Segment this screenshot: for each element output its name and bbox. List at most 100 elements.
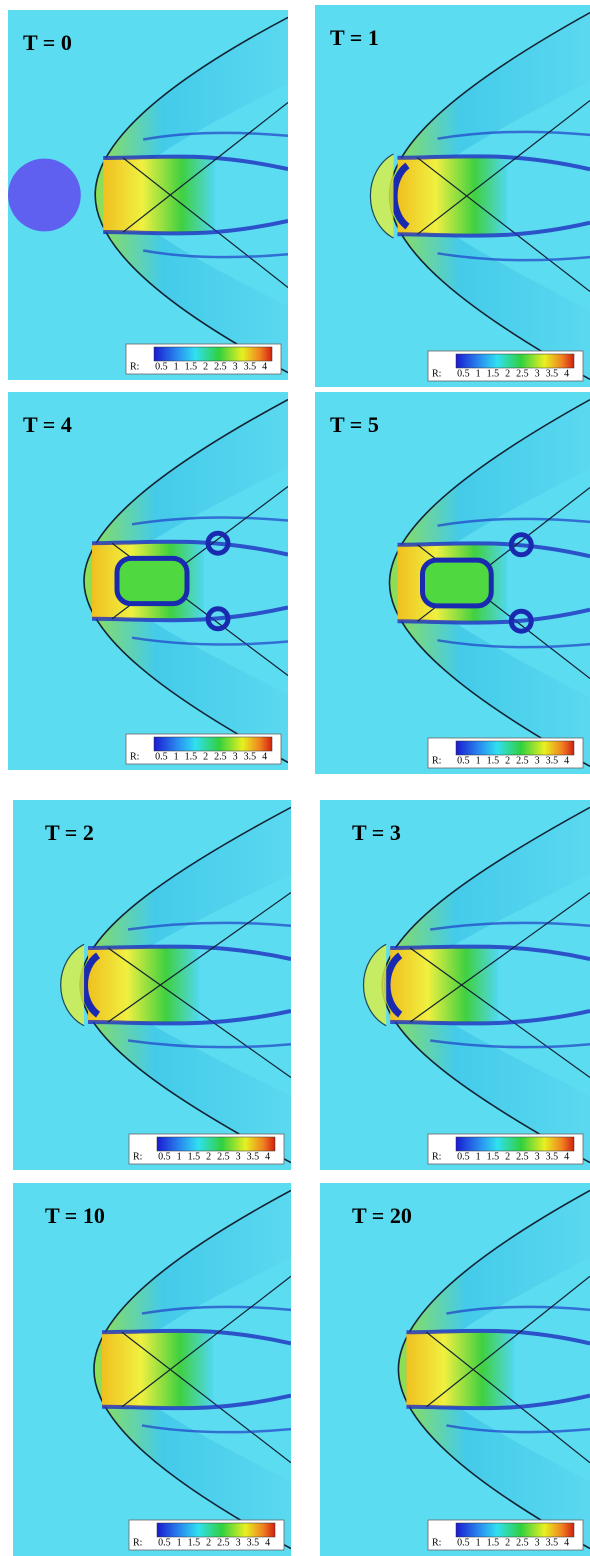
core xyxy=(103,158,215,232)
colorbar-tick: 1 xyxy=(476,755,481,766)
panel-label: T = 1 xyxy=(330,25,379,50)
colorbar-title: R: xyxy=(130,751,139,762)
colorbar-tick: 0.5 xyxy=(158,1151,171,1162)
panel-label: T = 10 xyxy=(45,1203,105,1228)
colorbar-tick: 1 xyxy=(177,1537,182,1548)
panel-label: T = 2 xyxy=(45,820,94,845)
colorbar-tick: 0.5 xyxy=(155,751,168,762)
colorbar-tick: 2.5 xyxy=(214,361,227,372)
colorbar-tick: 2 xyxy=(203,751,208,762)
colorbar-tick: 4 xyxy=(564,368,569,379)
panel-body xyxy=(13,800,291,1170)
colorbar-strip xyxy=(154,737,272,751)
colorbar-tick: 0.5 xyxy=(155,361,168,372)
colorbar-title: R: xyxy=(432,368,441,379)
panel-body xyxy=(320,800,590,1170)
colorbar-tick: 3.5 xyxy=(244,751,257,762)
colorbar-tick: 0.5 xyxy=(457,1537,470,1548)
colorbar-tick: 2.5 xyxy=(516,755,529,766)
colorbar-tick: 3.5 xyxy=(546,1151,559,1162)
colorbar-tick: 3 xyxy=(535,368,540,379)
colorbar-tick: 0.5 xyxy=(457,1151,470,1162)
core xyxy=(102,1332,213,1407)
colorbar-tick: 4 xyxy=(564,1537,569,1548)
colorbar-tick: 3 xyxy=(236,1537,241,1548)
colorbar-tick: 2 xyxy=(505,1151,510,1162)
panel-body xyxy=(320,1183,590,1556)
panel-body xyxy=(315,392,590,774)
figure: T = 0 R: 0.5 1 1.5 2 2.5 3 3.5 4 T = 1 R: 0.5 1 1.5 2 2.… xyxy=(0,0,590,1556)
colorbar-tick: 1.5 xyxy=(185,361,198,372)
colorbar-title: R: xyxy=(130,361,139,372)
colorbar-tick: 3 xyxy=(535,1537,540,1548)
colorbar-tick: 3 xyxy=(535,1151,540,1162)
colorbar-tick: 4 xyxy=(262,751,267,762)
colorbar-tick: 3.5 xyxy=(546,1537,559,1548)
colorbar-tick: 1.5 xyxy=(487,755,500,766)
panel-label: T = 3 xyxy=(352,820,401,845)
colorbar-tick: 4 xyxy=(564,1151,569,1162)
colorbar-tick: 0.5 xyxy=(158,1537,171,1548)
panel-label: T = 20 xyxy=(352,1203,412,1228)
colorbar-tick: 1 xyxy=(476,368,481,379)
core xyxy=(398,158,508,234)
colorbar-tick: 1.5 xyxy=(188,1537,201,1548)
colorbar-tick: 3 xyxy=(233,751,238,762)
colorbar-tick: 2 xyxy=(505,755,510,766)
colorbar-tick: 3.5 xyxy=(247,1537,260,1548)
colorbar-tick: 3.5 xyxy=(546,755,559,766)
colorbar-tick: 4 xyxy=(265,1537,270,1548)
colorbar-tick: 2.5 xyxy=(217,1151,230,1162)
colorbar-title: R: xyxy=(133,1151,142,1162)
colorbar-tick: 3 xyxy=(233,361,238,372)
colorbar-strip xyxy=(154,347,272,361)
colorbar-tick: 1.5 xyxy=(487,1537,500,1548)
colorbar-strip xyxy=(157,1137,275,1151)
colorbar-tick: 1.5 xyxy=(487,368,500,379)
colorbar-tick: 2 xyxy=(505,368,510,379)
core xyxy=(406,1332,514,1407)
colorbar-tick: 2.5 xyxy=(516,1537,529,1548)
panel-label: T = 4 xyxy=(23,412,72,437)
colorbar-tick: 1 xyxy=(174,361,179,372)
colorbar-title: R: xyxy=(432,1151,441,1162)
colorbar-tick: 2 xyxy=(505,1537,510,1548)
colorbar-tick: 3.5 xyxy=(244,361,257,372)
colorbar-tick: 0.5 xyxy=(457,368,470,379)
colorbar-tick: 3.5 xyxy=(247,1151,260,1162)
colorbar-tick: 2.5 xyxy=(214,751,227,762)
colorbar-tick: 2 xyxy=(206,1151,211,1162)
bubble xyxy=(8,159,81,232)
core xyxy=(88,948,199,1022)
colorbar-tick: 1 xyxy=(174,751,179,762)
colorbar-tick: 1 xyxy=(476,1537,481,1548)
panel-label: T = 0 xyxy=(23,30,72,55)
colorbar-tick: 2.5 xyxy=(217,1537,230,1548)
colorbar-strip xyxy=(456,741,574,755)
colorbar-tick: 2 xyxy=(206,1537,211,1548)
panel-body xyxy=(13,1183,291,1556)
colorbar-tick: 2 xyxy=(203,361,208,372)
colorbar-tick: 1.5 xyxy=(188,1151,201,1162)
colorbar-strip xyxy=(456,354,574,368)
colorbar-title: R: xyxy=(432,1537,441,1548)
vortex-core xyxy=(117,558,187,603)
colorbar-tick: 2.5 xyxy=(516,368,529,379)
colorbar-strip xyxy=(456,1523,574,1537)
panel: T = 10R:0.511.522.533.54 xyxy=(13,1183,291,1556)
panel: T = 2R:0.511.522.533.54 xyxy=(13,800,291,1170)
panel-body xyxy=(8,10,288,380)
colorbar-tick: 1 xyxy=(476,1151,481,1162)
core xyxy=(390,948,498,1022)
colorbar-tick: 3 xyxy=(535,755,540,766)
colorbar-title: R: xyxy=(432,755,441,766)
colorbar-tick: 4 xyxy=(265,1151,270,1162)
colorbar-tick: 3 xyxy=(236,1151,241,1162)
panel-label: T = 5 xyxy=(330,412,379,437)
colorbar-tick: 0.5 xyxy=(457,755,470,766)
